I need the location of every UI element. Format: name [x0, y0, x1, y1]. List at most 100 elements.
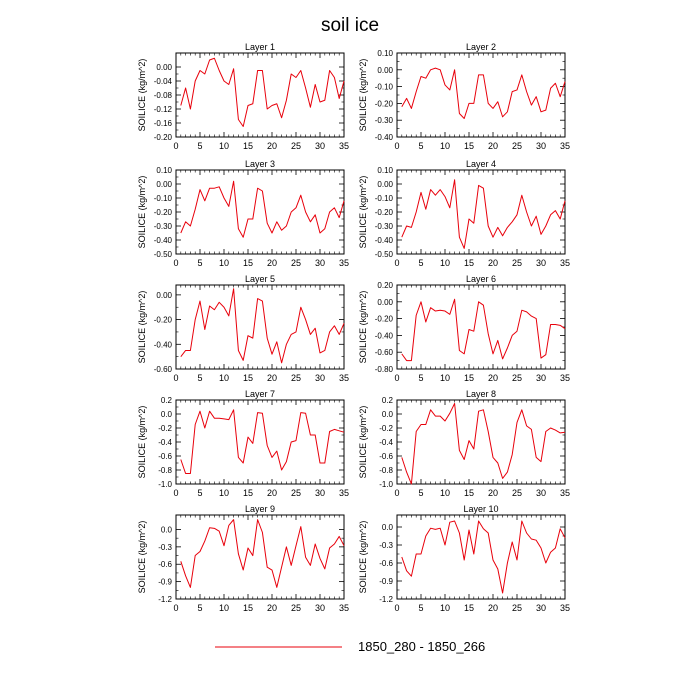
x-tick-label: 25 — [291, 258, 301, 268]
x-tick-label: 30 — [315, 258, 325, 268]
x-tick-label: 15 — [464, 603, 474, 613]
x-tick-label: 35 — [339, 258, 349, 268]
x-tick-label: 30 — [536, 373, 546, 383]
y-tick-label: -0.20 — [375, 99, 394, 108]
legend-label: 1850_280 - 1850_266 — [358, 639, 485, 654]
x-tick-label: 30 — [315, 488, 325, 498]
y-tick-label: -0.30 — [375, 116, 394, 125]
x-tick-label: 25 — [291, 141, 301, 151]
y-tick-label: -0.6 — [379, 559, 393, 568]
plot-frame — [396, 284, 566, 370]
y-axis-label: SOILICE (kg/m^2) — [358, 521, 368, 594]
panels: Layer 1 SOILICE (kg/m^2) 0 5 10 15 20 25 30 35 0.0… — [137, 42, 570, 613]
x-tick-label: 0 — [394, 603, 399, 613]
y-tick-label: -0.40 — [375, 331, 394, 340]
y-tick-label: -0.04 — [154, 77, 173, 86]
x-tick-label: 5 — [418, 141, 423, 151]
panel-layer-2: Layer 2 SOILICE (kg/m^2) 0 5 10 15 20 25 30 35 0.1… — [358, 42, 570, 151]
x-tick-label: 35 — [560, 258, 570, 268]
x-tick-label: 10 — [219, 258, 229, 268]
y-tick-label: -0.50 — [154, 250, 173, 259]
y-tick-label: -0.80 — [375, 365, 394, 374]
panel-title: Layer 6 — [466, 274, 496, 284]
y-tick-label: -0.08 — [154, 91, 173, 100]
x-tick-label: 0 — [173, 603, 178, 613]
y-tick-label: 0.00 — [377, 298, 393, 307]
y-tick-label: 0.0 — [161, 410, 173, 419]
figure-title: soil ice — [321, 15, 379, 36]
y-tick-label: 0.00 — [156, 291, 172, 300]
panel-title: Layer 1 — [245, 42, 275, 52]
panel-title: Layer 5 — [245, 274, 275, 284]
y-tick-label: -0.9 — [158, 578, 172, 587]
y-axis-label: SOILICE (kg/m^2) — [358, 406, 368, 479]
x-tick-label: 25 — [512, 373, 522, 383]
y-axis-label: SOILICE (kg/m^2) — [137, 406, 147, 479]
y-tick-label: -0.6 — [158, 452, 172, 461]
y-axis-label: SOILICE (kg/m^2) — [137, 291, 147, 364]
x-tick-label: 35 — [560, 488, 570, 498]
panel-layer-10: Layer 10 SOILICE (kg/m^2) 0 5 10 15 20 25 30 35 0.… — [358, 504, 570, 613]
x-tick-label: 25 — [291, 373, 301, 383]
x-tick-label: 10 — [219, 141, 229, 151]
y-tick-label: -0.12 — [154, 105, 173, 114]
x-tick-label: 0 — [394, 141, 399, 151]
y-tick-label: -0.40 — [154, 236, 173, 245]
x-tick-label: 0 — [173, 141, 178, 151]
x-tick-label: 5 — [197, 373, 202, 383]
y-axis-label: SOILICE (kg/m^2) — [358, 291, 368, 364]
x-tick-label: 5 — [418, 603, 423, 613]
panel-title: Layer 3 — [245, 159, 275, 169]
panel-layer-7: Layer 7 SOILICE (kg/m^2) 0 5 10 15 20 25 30 35 0.2… — [137, 389, 349, 498]
y-tick-label: -0.20 — [154, 208, 173, 217]
x-tick-label: 15 — [243, 373, 253, 383]
x-tick-label: 0 — [394, 488, 399, 498]
x-tick-label: 25 — [512, 141, 522, 151]
series-line — [401, 520, 566, 594]
series-line — [180, 180, 345, 238]
x-tick-label: 5 — [418, 488, 423, 498]
x-tick-label: 20 — [267, 373, 277, 383]
x-tick-label: 20 — [267, 258, 277, 268]
panel-title: Layer 4 — [466, 159, 496, 169]
series-line — [180, 409, 345, 474]
y-tick-label: -0.3 — [158, 543, 172, 552]
y-tick-label: -0.4 — [158, 438, 172, 447]
x-tick-label: 35 — [339, 141, 349, 151]
x-tick-label: 35 — [560, 141, 570, 151]
panel-layer-4: Layer 4 SOILICE (kg/m^2) 0 5 10 15 20 25 30 35 0.1… — [358, 159, 570, 268]
y-tick-label: -0.40 — [375, 236, 394, 245]
series-line — [180, 57, 345, 127]
x-tick-label: 30 — [315, 373, 325, 383]
panel-layer-3: Layer 3 SOILICE (kg/m^2) 0 5 10 15 20 25 30 35 0.1… — [137, 159, 349, 268]
y-tick-label: -0.16 — [154, 119, 173, 128]
x-tick-label: 25 — [291, 603, 301, 613]
x-tick-label: 35 — [339, 603, 349, 613]
x-tick-label: 5 — [418, 373, 423, 383]
y-tick-label: -0.8 — [379, 466, 393, 475]
legend: 1850_280 - 1850_266 — [215, 639, 485, 654]
y-tick-label: -0.20 — [375, 315, 394, 324]
x-tick-label: 20 — [488, 373, 498, 383]
panel-layer-6: Layer 6 SOILICE (kg/m^2) 0 5 10 15 20 25 30 35 0.2… — [358, 274, 570, 383]
y-tick-label: -1.0 — [158, 480, 172, 489]
x-tick-label: 20 — [488, 258, 498, 268]
y-tick-label: -0.10 — [154, 194, 173, 203]
x-tick-label: 20 — [267, 603, 277, 613]
y-tick-label: 0.10 — [156, 166, 172, 175]
series-line — [401, 67, 566, 120]
series-line — [180, 288, 345, 364]
x-tick-label: 10 — [219, 373, 229, 383]
x-tick-label: 10 — [440, 258, 450, 268]
x-tick-label: 15 — [243, 258, 253, 268]
x-tick-label: 0 — [394, 258, 399, 268]
y-tick-label: 0.0 — [382, 410, 394, 419]
y-tick-label: -1.0 — [379, 480, 393, 489]
x-tick-label: 10 — [219, 488, 229, 498]
plot-frame — [175, 284, 345, 370]
x-tick-label: 25 — [512, 603, 522, 613]
x-tick-label: 10 — [440, 373, 450, 383]
y-tick-label: 0.00 — [377, 180, 393, 189]
x-tick-label: 15 — [464, 141, 474, 151]
